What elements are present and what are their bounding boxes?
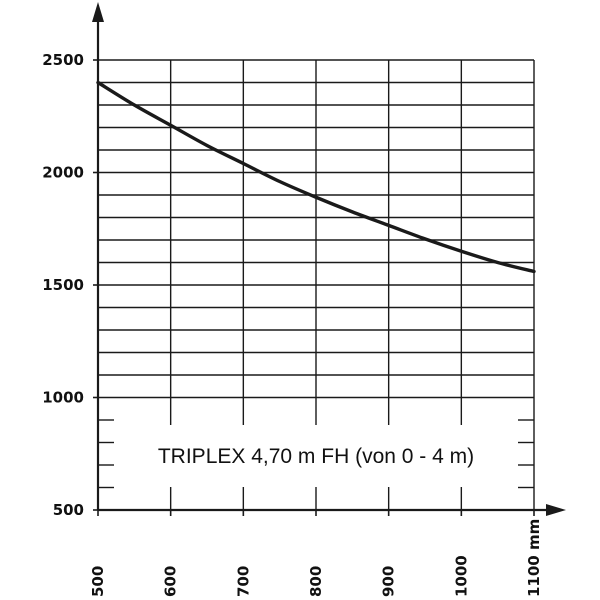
series-line: [96, 80, 536, 274]
x-tick-label: 1000: [452, 555, 470, 597]
y-tick-label: 2500: [42, 51, 84, 69]
x-axis-arrow: [546, 504, 566, 516]
x-tick-label: 500: [89, 566, 107, 597]
x-tick-label: 600: [162, 566, 180, 597]
x-tick-label: 800: [307, 566, 325, 597]
y-tick-label: 2000: [42, 164, 84, 182]
y-tick-label: 1500: [42, 276, 84, 294]
x-tick-label: 900: [380, 566, 398, 597]
series: [96, 80, 536, 274]
y-axis-arrow: [92, 2, 104, 22]
y-tick-label: 500: [53, 501, 84, 519]
y-tick-label: 1000: [42, 389, 84, 407]
axes: [92, 2, 566, 516]
annotation-background: [115, 425, 517, 487]
x-tick-label: 1100 mm: [525, 519, 543, 597]
tick-labels: 500 1000 1500 2000 2500 500 600 700 800 900 1000 11…: [42, 51, 543, 597]
x-tick-label: 700: [234, 566, 252, 597]
chart-annotation: TRIPLEX 4,70 m FH (von 0 - 4 m): [158, 445, 474, 468]
